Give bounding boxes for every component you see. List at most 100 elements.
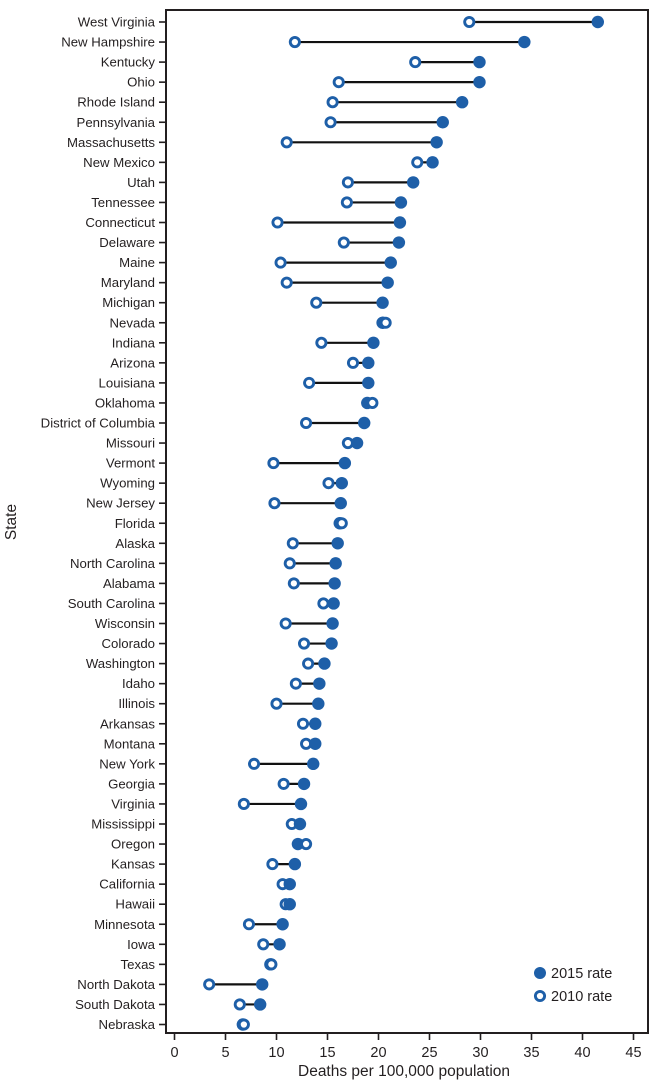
dot-2010-rate bbox=[268, 497, 281, 510]
state-label: Florida bbox=[115, 516, 156, 531]
state-label: Mississippi bbox=[91, 817, 155, 832]
dot-2010-rate bbox=[279, 617, 292, 630]
dot-2010-rate bbox=[409, 56, 422, 69]
dot-2010-rate bbox=[322, 477, 335, 490]
dot-2015-rate bbox=[455, 96, 469, 109]
dot-2010-rate bbox=[280, 136, 293, 149]
state-label: Maine bbox=[119, 255, 155, 270]
state-label: Washington bbox=[86, 656, 155, 671]
state-label: Minnesota bbox=[94, 917, 156, 932]
state-label: Oklahoma bbox=[95, 395, 156, 410]
dot-2015-rate bbox=[328, 577, 341, 590]
dot-2015-rate bbox=[406, 176, 420, 189]
dot-2015-rate bbox=[362, 356, 375, 370]
state-label: California bbox=[99, 877, 155, 892]
dot-2015-rate bbox=[283, 898, 296, 911]
state-label: District of Columbia bbox=[41, 416, 156, 431]
dot-2015-rate bbox=[325, 637, 338, 650]
state-label: North Carolina bbox=[70, 556, 156, 571]
state-label: Wyoming bbox=[100, 476, 155, 491]
dot-2015-rate bbox=[376, 296, 389, 309]
state-label: Illinois bbox=[118, 696, 155, 711]
dot-2010-rate bbox=[271, 216, 284, 229]
legend-label-2015: 2015 rate bbox=[551, 966, 612, 982]
dot-2015-rate bbox=[591, 15, 604, 29]
dot-2010-rate bbox=[274, 256, 287, 269]
state-label: Connecticut bbox=[85, 215, 155, 230]
dot-2015-rate bbox=[518, 35, 531, 49]
state-label: Colorado bbox=[101, 636, 155, 651]
dot-2015-rate bbox=[293, 817, 307, 831]
dot-2010-rate bbox=[283, 557, 296, 570]
x-tick-label: 35 bbox=[523, 1045, 539, 1061]
state-label: Virginia bbox=[111, 796, 155, 811]
dot-2015-rate bbox=[294, 797, 308, 811]
dot-2010-rate bbox=[340, 196, 353, 209]
dot-2010-rate bbox=[341, 176, 354, 189]
dot-2015-rate bbox=[309, 737, 322, 750]
state-label: Utah bbox=[127, 175, 155, 190]
dot-2015-rate bbox=[307, 757, 320, 771]
state-label: North Dakota bbox=[77, 977, 155, 992]
state-label: Rhode Island bbox=[77, 95, 155, 110]
state-label: Maryland bbox=[101, 275, 155, 290]
y-axis-title: State bbox=[3, 504, 20, 540]
state-label: Tennessee bbox=[91, 195, 155, 210]
dot-2010-rate bbox=[335, 517, 348, 530]
dot-2015-rate bbox=[381, 276, 394, 289]
dot-2015-rate bbox=[338, 456, 352, 470]
state-label: Nebraska bbox=[99, 1017, 156, 1032]
dot-2010-rate bbox=[257, 938, 270, 951]
x-tick-label: 25 bbox=[421, 1045, 437, 1061]
dot-2010-rate bbox=[366, 396, 379, 410]
state-label: Ohio bbox=[127, 75, 155, 90]
state-label: Arkansas bbox=[100, 716, 155, 731]
state-label: Iowa bbox=[127, 937, 156, 952]
state-label: New York bbox=[99, 756, 155, 771]
state-label: Michigan bbox=[102, 295, 155, 310]
dot-2010-rate bbox=[266, 858, 279, 871]
dot-2010-rate bbox=[277, 777, 290, 790]
dot-2015-rate bbox=[393, 216, 407, 229]
dot-2010-rate bbox=[324, 116, 337, 129]
dot-2010-rate bbox=[296, 717, 310, 730]
dot-2015-rate bbox=[430, 136, 443, 149]
dot-2010-rate bbox=[297, 637, 311, 650]
dot-2015-rate bbox=[394, 196, 408, 209]
dot-2010-rate bbox=[315, 336, 328, 349]
dot-2010-rate bbox=[310, 296, 323, 309]
dot-2015-rate bbox=[326, 617, 339, 630]
dot-2015-rate bbox=[297, 777, 311, 791]
dot-2010-rate bbox=[379, 316, 392, 329]
dot-2010-rate bbox=[463, 15, 476, 29]
dot-2010-rate bbox=[286, 537, 299, 550]
state-label: New Hampshire bbox=[61, 35, 155, 50]
x-tick-label: 30 bbox=[472, 1045, 488, 1061]
state-label: Delaware bbox=[99, 235, 155, 250]
dot-2010-rate bbox=[242, 918, 256, 931]
dot-2010-rate bbox=[317, 597, 330, 610]
state-label: Hawaii bbox=[115, 897, 155, 912]
state-label: Alabama bbox=[103, 576, 156, 591]
dot-2015-rate bbox=[273, 938, 286, 951]
state-label: Missouri bbox=[106, 436, 155, 451]
x-tick-label: 20 bbox=[370, 1045, 386, 1061]
dot-2015-rate bbox=[327, 597, 340, 610]
dot-2015-rate bbox=[392, 236, 406, 249]
dot-2010-rate bbox=[287, 577, 300, 590]
state-label: Idaho bbox=[122, 676, 155, 691]
x-tick-label: 5 bbox=[221, 1045, 229, 1061]
legend-filled-dot-icon bbox=[534, 967, 546, 979]
dot-2010-rate bbox=[303, 376, 316, 389]
dot-2010-rate bbox=[280, 276, 293, 289]
dot-2010-rate bbox=[237, 797, 250, 811]
dot-2015-rate bbox=[309, 717, 322, 730]
dot-2015-rate bbox=[253, 998, 267, 1011]
x-tick-label: 40 bbox=[574, 1045, 590, 1061]
dot-2015-rate bbox=[331, 537, 344, 550]
state-label: Georgia bbox=[108, 776, 156, 791]
dot-2010-rate bbox=[289, 677, 302, 690]
dot-2010-rate bbox=[337, 236, 350, 249]
